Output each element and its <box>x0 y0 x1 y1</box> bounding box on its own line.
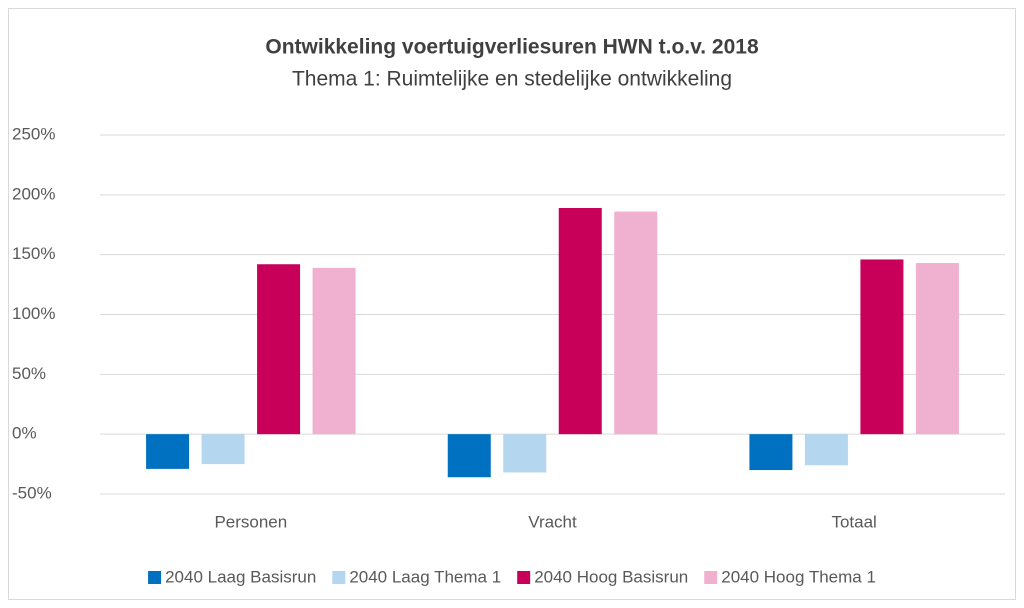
bar <box>312 267 356 435</box>
y-tick-label: 150% <box>12 244 55 263</box>
bar <box>860 259 904 435</box>
bar <box>749 434 793 471</box>
chart-border <box>8 8 1016 600</box>
chart-subtitle: Thema 1: Ruimtelijke en stedelijke ontwi… <box>292 68 732 91</box>
y-tick-label: 100% <box>12 304 55 323</box>
legend-swatch <box>704 571 718 584</box>
y-tick-label: 50% <box>12 364 46 383</box>
bar <box>503 434 547 473</box>
bar <box>614 211 658 435</box>
legend-label: 2040 Laag Basisrun <box>165 567 316 586</box>
bar <box>804 434 848 466</box>
chart-title: Ontwikkeling voertuigverliesuren HWN t.o… <box>265 36 759 59</box>
legend-swatch <box>148 571 162 584</box>
bar <box>257 264 301 435</box>
bar <box>146 434 190 469</box>
bar <box>447 434 491 478</box>
legend-label: 2040 Hoog Thema 1 <box>721 567 876 586</box>
y-tick-label: -50% <box>12 483 52 502</box>
y-tick-label: 250% <box>12 124 55 143</box>
x-tick-label: Personen <box>214 512 287 531</box>
legend-label: 2040 Laag Thema 1 <box>349 567 501 586</box>
y-tick-label: 200% <box>12 184 55 203</box>
legend-label: 2040 Hoog Basisrun <box>534 567 688 586</box>
legend-swatch <box>332 571 346 584</box>
bar <box>201 434 245 465</box>
x-tick-label: Totaal <box>831 512 876 531</box>
x-tick-label: Vracht <box>528 512 577 531</box>
legend-swatch <box>517 571 531 584</box>
bar <box>915 263 959 435</box>
bar <box>558 207 602 435</box>
y-tick-label: 0% <box>12 424 37 443</box>
